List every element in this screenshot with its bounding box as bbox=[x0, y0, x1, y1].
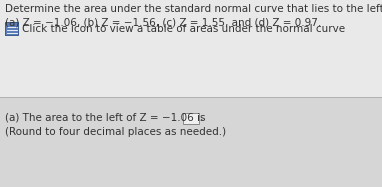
Bar bbox=[0, 97, 382, 187]
Text: Click the icon to view a table of areas under the normal curve: Click the icon to view a table of areas … bbox=[22, 24, 345, 33]
Text: (Round to four decimal places as needed.): (Round to four decimal places as needed.… bbox=[5, 127, 226, 137]
Text: Determine the area under the standard normal curve that lies to the left: Determine the area under the standard no… bbox=[5, 4, 382, 14]
Text: .: . bbox=[200, 112, 203, 122]
Bar bbox=[183, 113, 199, 124]
Bar bbox=[5, 22, 18, 35]
Text: (a) Z = −1.06, (b) Z = −1.56, (c) Z = 1.55, and (d) Z = 0.97.: (a) Z = −1.06, (b) Z = −1.56, (c) Z = 1.… bbox=[5, 17, 321, 27]
Text: (a) The area to the left of Z = −1.06 is: (a) The area to the left of Z = −1.06 is bbox=[5, 112, 206, 122]
Bar bbox=[0, 0, 382, 97]
